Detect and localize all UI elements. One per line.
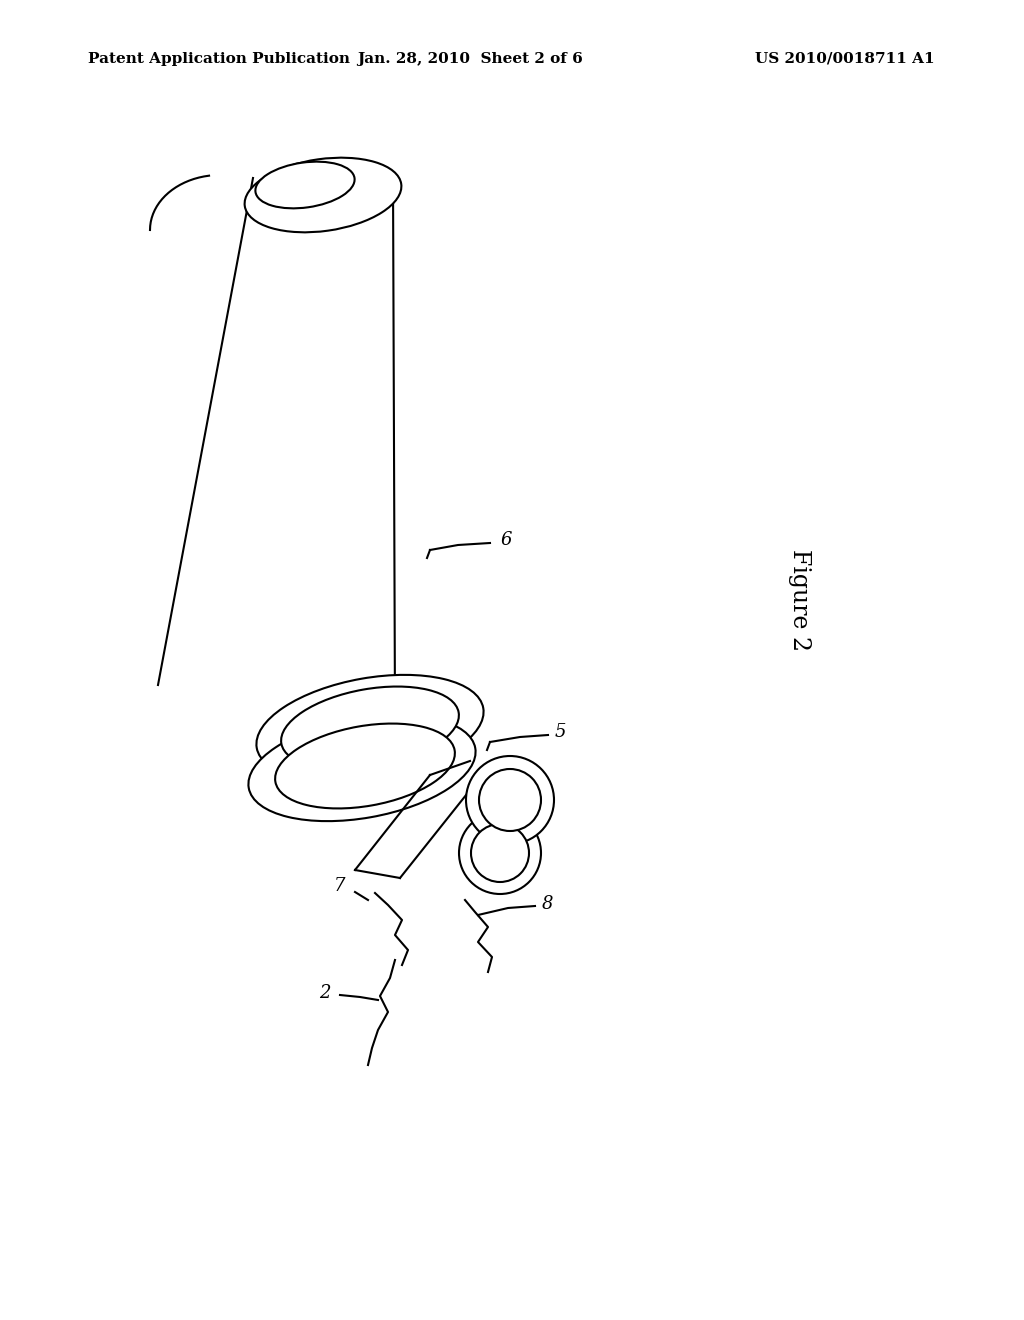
Ellipse shape	[466, 756, 554, 843]
Text: 5: 5	[555, 723, 566, 741]
Ellipse shape	[479, 770, 541, 832]
Ellipse shape	[282, 686, 459, 770]
Text: 6: 6	[500, 531, 512, 549]
Ellipse shape	[459, 812, 541, 894]
Text: Jan. 28, 2010  Sheet 2 of 6: Jan. 28, 2010 Sheet 2 of 6	[357, 51, 583, 66]
Ellipse shape	[245, 157, 401, 232]
Text: Figure 2: Figure 2	[788, 549, 811, 651]
Ellipse shape	[255, 161, 354, 209]
Ellipse shape	[275, 723, 455, 808]
Ellipse shape	[471, 824, 529, 882]
Text: Patent Application Publication: Patent Application Publication	[88, 51, 350, 66]
Text: 8: 8	[542, 895, 554, 913]
Text: US 2010/0018711 A1: US 2010/0018711 A1	[756, 51, 935, 66]
Ellipse shape	[256, 675, 483, 781]
Text: 2: 2	[319, 983, 331, 1002]
Text: 7: 7	[334, 876, 346, 895]
Ellipse shape	[249, 715, 475, 821]
